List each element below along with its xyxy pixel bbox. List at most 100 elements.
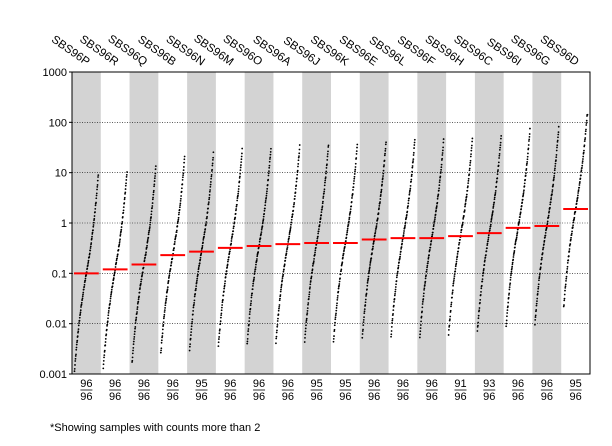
sample-point	[580, 169, 583, 172]
sample-point	[392, 313, 394, 315]
sample-point	[586, 113, 589, 116]
sample-point	[132, 340, 135, 343]
sample-point	[239, 172, 242, 175]
sample-point	[284, 259, 287, 262]
sample-point	[489, 225, 492, 228]
sample-point	[536, 300, 538, 302]
sample-point	[220, 306, 223, 309]
sample-point	[179, 197, 182, 200]
sample-point	[556, 139, 559, 142]
sample-point	[75, 346, 78, 349]
sample-point	[91, 231, 94, 234]
sample-point	[107, 314, 110, 317]
sample-point	[464, 205, 466, 208]
sample-point	[432, 227, 435, 230]
sample-point	[547, 214, 550, 217]
sample-point	[280, 288, 282, 291]
sample-point	[585, 128, 587, 131]
sample-point	[486, 247, 488, 250]
sample-point	[230, 240, 233, 242]
sample-point	[391, 318, 394, 320]
sample-point	[541, 256, 543, 259]
sample-point	[258, 240, 261, 243]
sample-point	[378, 207, 380, 210]
sample-point	[435, 209, 437, 212]
y-tick-label: 0.1	[52, 268, 67, 280]
sample-point	[535, 304, 538, 307]
sample-point	[487, 240, 489, 243]
sample-point	[412, 160, 414, 162]
sample-point	[250, 294, 253, 297]
sample-point	[567, 255, 570, 257]
sample-point	[221, 301, 224, 304]
sample-point	[138, 291, 141, 294]
sample-point	[511, 261, 514, 264]
sample-point	[212, 156, 215, 159]
sample-point	[440, 163, 443, 166]
sample-point	[546, 222, 549, 225]
sample-point	[248, 320, 251, 323]
sample-point	[190, 328, 193, 331]
sample-point	[219, 322, 222, 325]
sample-point	[189, 334, 192, 336]
sample-point	[335, 309, 338, 312]
sample-point	[352, 186, 355, 189]
count-bottom-label: 96	[569, 391, 581, 403]
sample-point	[162, 323, 165, 326]
sample-point	[194, 292, 197, 295]
sample-point	[203, 235, 205, 238]
sample-point	[323, 190, 326, 193]
sample-point	[92, 224, 95, 226]
sample-point	[154, 172, 157, 175]
sample-point	[211, 168, 214, 171]
sample-point	[268, 170, 270, 173]
sample-point	[86, 264, 89, 267]
sample-point	[259, 238, 261, 241]
column-shade	[72, 72, 101, 374]
sample-point	[110, 293, 112, 296]
sample-point	[518, 220, 521, 223]
sample-point	[165, 297, 168, 300]
sample-point	[413, 147, 415, 149]
sample-point	[382, 172, 385, 175]
sample-point	[498, 154, 501, 157]
sample-point	[370, 257, 373, 260]
sample-point	[461, 221, 464, 224]
sample-point	[375, 222, 378, 225]
sample-point	[451, 291, 454, 294]
sample-point	[146, 238, 149, 241]
sample-point	[153, 185, 155, 188]
sample-point	[534, 319, 537, 321]
sample-point	[177, 218, 180, 221]
sample-point	[210, 175, 213, 178]
sample-point	[140, 280, 142, 283]
sample-point	[238, 185, 240, 188]
sample-point	[470, 149, 473, 152]
sample-point	[442, 146, 445, 149]
sample-point	[470, 153, 472, 156]
sample-point	[403, 230, 405, 232]
sample-point	[361, 333, 364, 335]
sample-point	[398, 257, 401, 260]
sample-point	[327, 150, 329, 153]
sample-point	[136, 311, 138, 313]
y-tick-label: 0.001	[39, 369, 67, 381]
sample-point	[487, 236, 490, 239]
sample-point	[412, 158, 415, 161]
sample-point	[223, 290, 225, 293]
sample-point	[144, 256, 146, 259]
sample-point	[566, 268, 569, 270]
sample-point	[304, 327, 307, 330]
sample-point	[124, 188, 127, 190]
sample-point	[179, 204, 182, 207]
sample-point	[308, 287, 311, 290]
sample-point	[168, 272, 171, 275]
sample-point	[78, 319, 81, 322]
sample-point	[195, 287, 197, 290]
sample-point	[173, 243, 176, 245]
sample-point	[333, 330, 336, 333]
sample-point	[288, 237, 290, 240]
sample-point	[465, 195, 468, 198]
sample-point	[180, 195, 183, 197]
sample-point	[75, 348, 78, 351]
